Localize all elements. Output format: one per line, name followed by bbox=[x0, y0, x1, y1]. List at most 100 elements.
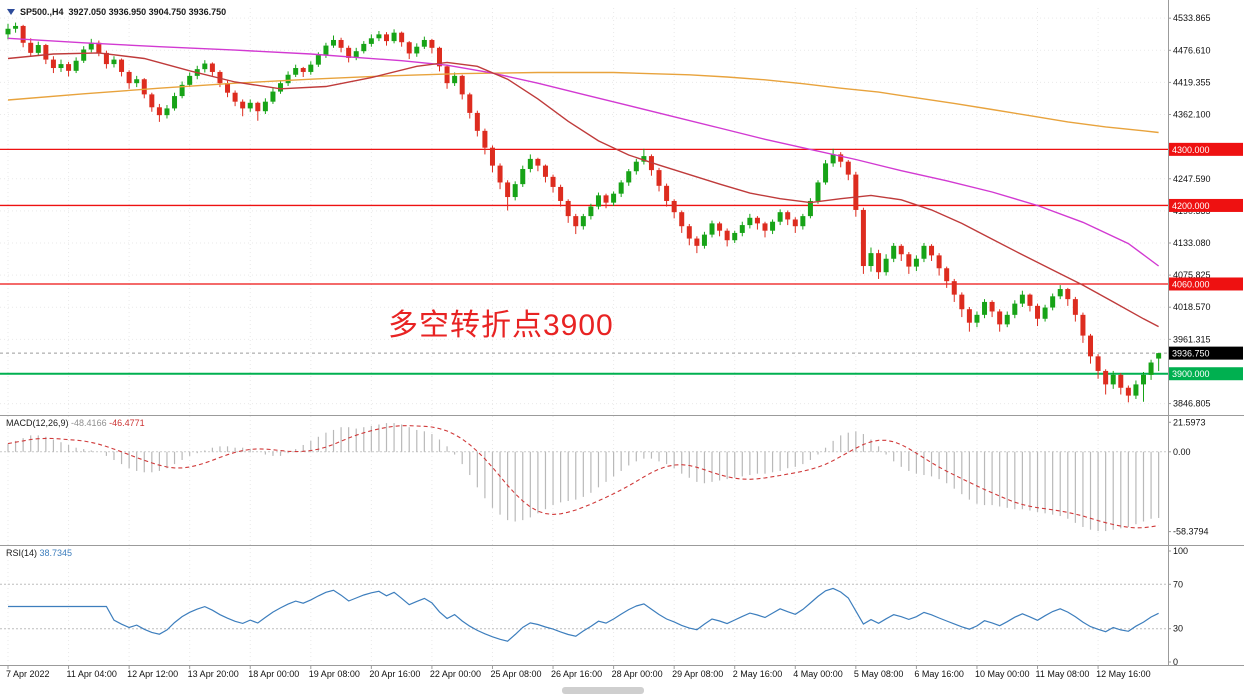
candle-body bbox=[595, 195, 601, 207]
price-axis-label: 4247.590 bbox=[1173, 174, 1211, 184]
time-axis-label: 12 Apr 12:00 bbox=[127, 669, 178, 679]
candle-body bbox=[1065, 289, 1071, 300]
time-axis-label: 20 Apr 16:00 bbox=[369, 669, 420, 679]
candle-body bbox=[777, 212, 783, 222]
candle-body bbox=[898, 245, 904, 255]
candle-body bbox=[179, 84, 185, 97]
candle-body bbox=[1141, 374, 1146, 385]
candle-body bbox=[467, 94, 473, 113]
candle-body bbox=[520, 168, 526, 185]
price-level-tag-3900[interactable]: 3900.000 bbox=[1169, 367, 1243, 381]
candle-body bbox=[361, 43, 367, 52]
candle-body bbox=[580, 216, 586, 227]
candle-body bbox=[785, 212, 791, 220]
candle-body bbox=[1042, 307, 1048, 319]
candle-body bbox=[732, 232, 738, 241]
time-axis-label: 29 Apr 08:00 bbox=[672, 669, 723, 679]
chart-header: SP500.,H4 3927.050 3936.950 3904.750 393… bbox=[7, 7, 226, 17]
candle-body bbox=[694, 238, 700, 246]
candle-body bbox=[800, 216, 806, 227]
macd-axis-label: 21.5973 bbox=[1173, 417, 1206, 427]
macd-main-value: -48.4166 bbox=[71, 418, 107, 428]
candle-body bbox=[588, 206, 594, 217]
time-axis-label: 11 May 08:00 bbox=[1036, 669, 1090, 679]
time-axis-label: 12 May 16:00 bbox=[1096, 669, 1151, 679]
price-level-tag-4060[interactable]: 4060.000 bbox=[1169, 277, 1243, 291]
candle-body bbox=[959, 294, 965, 310]
candle-body bbox=[611, 193, 617, 203]
candle-body bbox=[709, 223, 715, 235]
rsi-axis-label: 70 bbox=[1173, 579, 1183, 589]
candle-body bbox=[876, 253, 882, 273]
candle-body bbox=[149, 94, 155, 108]
candle-body bbox=[845, 161, 851, 175]
candle-body bbox=[73, 60, 79, 71]
candle-body bbox=[550, 176, 556, 187]
time-axis-label: 19 Apr 08:00 bbox=[309, 669, 360, 679]
main-panel-layer bbox=[0, 22, 1168, 403]
candle-body bbox=[202, 63, 208, 70]
candle-body bbox=[542, 165, 548, 177]
candle-body bbox=[338, 39, 344, 48]
time-axis-label: 22 Apr 00:00 bbox=[430, 669, 481, 679]
candle-body bbox=[906, 254, 912, 267]
candle-body bbox=[406, 42, 412, 54]
candle-body bbox=[1027, 294, 1033, 306]
candle-body bbox=[671, 200, 677, 213]
scrollbar-thumb[interactable] bbox=[562, 687, 644, 694]
candle-body bbox=[679, 212, 685, 227]
candle-body bbox=[701, 234, 707, 246]
candle-body bbox=[717, 223, 723, 231]
current-price-tag[interactable]: 3936.750 bbox=[1169, 346, 1243, 360]
candle-body bbox=[414, 46, 420, 54]
price-level-tag-4300-label: 4300.000 bbox=[1172, 145, 1210, 155]
price-level-tag-4200[interactable]: 4200.000 bbox=[1169, 198, 1243, 212]
candle-body bbox=[929, 245, 935, 256]
candle-body bbox=[323, 45, 329, 56]
candle-body bbox=[626, 171, 632, 183]
collapse-arrow-icon[interactable] bbox=[7, 9, 15, 15]
candle-body bbox=[505, 182, 511, 198]
candle-body bbox=[278, 83, 284, 92]
rsi-axis-label: 100 bbox=[1173, 546, 1188, 556]
candle-body bbox=[1050, 296, 1056, 308]
candle-body bbox=[853, 174, 859, 210]
fast-ma-red-line bbox=[7, 52, 1159, 328]
candle-body bbox=[527, 158, 533, 169]
candle-body bbox=[270, 91, 276, 102]
price-axis-label: 4476.610 bbox=[1173, 45, 1211, 55]
candle-body bbox=[187, 75, 193, 85]
candle-body bbox=[66, 64, 72, 71]
rsi-value: 38.7345 bbox=[39, 548, 73, 558]
candle-body bbox=[58, 64, 64, 69]
candle-body bbox=[164, 108, 170, 116]
price-level-tag-4300[interactable]: 4300.000 bbox=[1169, 142, 1243, 156]
candle-body bbox=[346, 47, 352, 58]
price-level-tag-4060-bg bbox=[1169, 277, 1243, 291]
candle-body bbox=[512, 184, 518, 198]
price-axis-label: 4075.825 bbox=[1173, 270, 1211, 280]
price-axis-surface[interactable] bbox=[1168, 0, 1244, 666]
candle-body bbox=[1004, 314, 1010, 325]
candle-body bbox=[43, 45, 49, 60]
price-axis-label: 4362.100 bbox=[1173, 110, 1211, 120]
candle-body bbox=[285, 74, 291, 84]
symbol-timeframe-label: SP500.,H4 bbox=[20, 7, 64, 17]
main-chart-surface[interactable] bbox=[0, 8, 1168, 413]
candle-body bbox=[815, 182, 821, 201]
candle-body bbox=[172, 96, 178, 109]
time-axis-surface[interactable] bbox=[0, 666, 1168, 684]
candle-body bbox=[474, 112, 480, 131]
candle-body bbox=[792, 219, 798, 227]
price-axis-label: 4533.865 bbox=[1173, 13, 1211, 23]
macd-axis-label: -58.3794 bbox=[1173, 527, 1209, 537]
macd-panel-surface[interactable] bbox=[0, 419, 1168, 542]
candle-body bbox=[1057, 289, 1063, 297]
candle-body bbox=[353, 51, 359, 58]
macd-indicator-label: MACD(12,26,9) -48.4166 -46.4771 bbox=[6, 418, 145, 428]
rsi-panel-layer bbox=[0, 583, 1168, 642]
rsi-panel-surface[interactable] bbox=[0, 551, 1168, 662]
candle-body bbox=[754, 217, 760, 224]
